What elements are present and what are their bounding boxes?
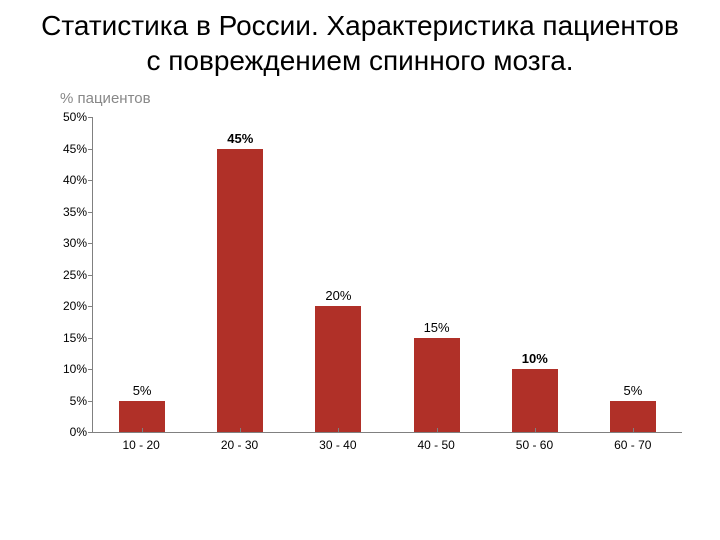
x-category-label: 10 - 20 bbox=[92, 438, 190, 452]
y-tick: 0% bbox=[53, 425, 87, 439]
y-tick: 50% bbox=[53, 110, 87, 124]
x-category-label: 20 - 30 bbox=[190, 438, 288, 452]
bar-slot: 20% bbox=[289, 118, 387, 432]
x-tick-mark bbox=[437, 428, 438, 433]
y-tick: 45% bbox=[53, 142, 87, 156]
bar-value-label: 5% bbox=[133, 383, 152, 398]
x-tick-mark bbox=[338, 428, 339, 433]
bar bbox=[512, 369, 558, 432]
x-category-label: 60 - 70 bbox=[584, 438, 682, 452]
y-axis-title: % пациентов bbox=[60, 90, 151, 107]
bar-value-label: 45% bbox=[227, 131, 253, 146]
bar-value-label: 5% bbox=[624, 383, 643, 398]
y-tick: 35% bbox=[53, 205, 87, 219]
x-labels-row: 10 - 2020 - 3030 - 4040 - 5050 - 6060 - … bbox=[92, 438, 682, 452]
bar bbox=[414, 338, 460, 433]
y-tick: 25% bbox=[53, 268, 87, 282]
x-tick-mark bbox=[240, 428, 241, 433]
y-tick: 10% bbox=[53, 362, 87, 376]
y-tick: 20% bbox=[53, 299, 87, 313]
bar-slot: 45% bbox=[191, 118, 289, 432]
page-title: Статистика в России. Характеристика паци… bbox=[0, 0, 720, 90]
bar-value-label: 15% bbox=[424, 320, 450, 335]
bar-slot: 15% bbox=[388, 118, 486, 432]
x-tick-mark bbox=[633, 428, 634, 433]
bars-row: 5% 45% 20% 15% 10% 5% bbox=[93, 118, 682, 432]
y-tick: 15% bbox=[53, 331, 87, 345]
bar-chart: % пациентов 0% 5% 10% 15% 20% 25% 30% 35% 40% 45%… bbox=[20, 90, 700, 490]
y-tick: 40% bbox=[53, 173, 87, 187]
x-tick-mark bbox=[142, 428, 143, 433]
y-tick: 5% bbox=[53, 394, 87, 408]
x-category-label: 40 - 50 bbox=[387, 438, 485, 452]
bar-slot: 5% bbox=[93, 118, 191, 432]
bar-slot: 5% bbox=[584, 118, 682, 432]
bar bbox=[315, 306, 361, 432]
bar-value-label: 20% bbox=[325, 288, 351, 303]
x-category-label: 50 - 60 bbox=[485, 438, 583, 452]
bar-slot: 10% bbox=[486, 118, 584, 432]
x-tick-mark bbox=[535, 428, 536, 433]
x-category-label: 30 - 40 bbox=[289, 438, 387, 452]
y-tick: 30% bbox=[53, 236, 87, 250]
plot-area: 0%5%10%15%20%25%30%35%40%45%50% 5%45%20%… bbox=[92, 118, 682, 433]
bar-value-label: 10% bbox=[522, 351, 548, 366]
bar bbox=[217, 149, 263, 433]
